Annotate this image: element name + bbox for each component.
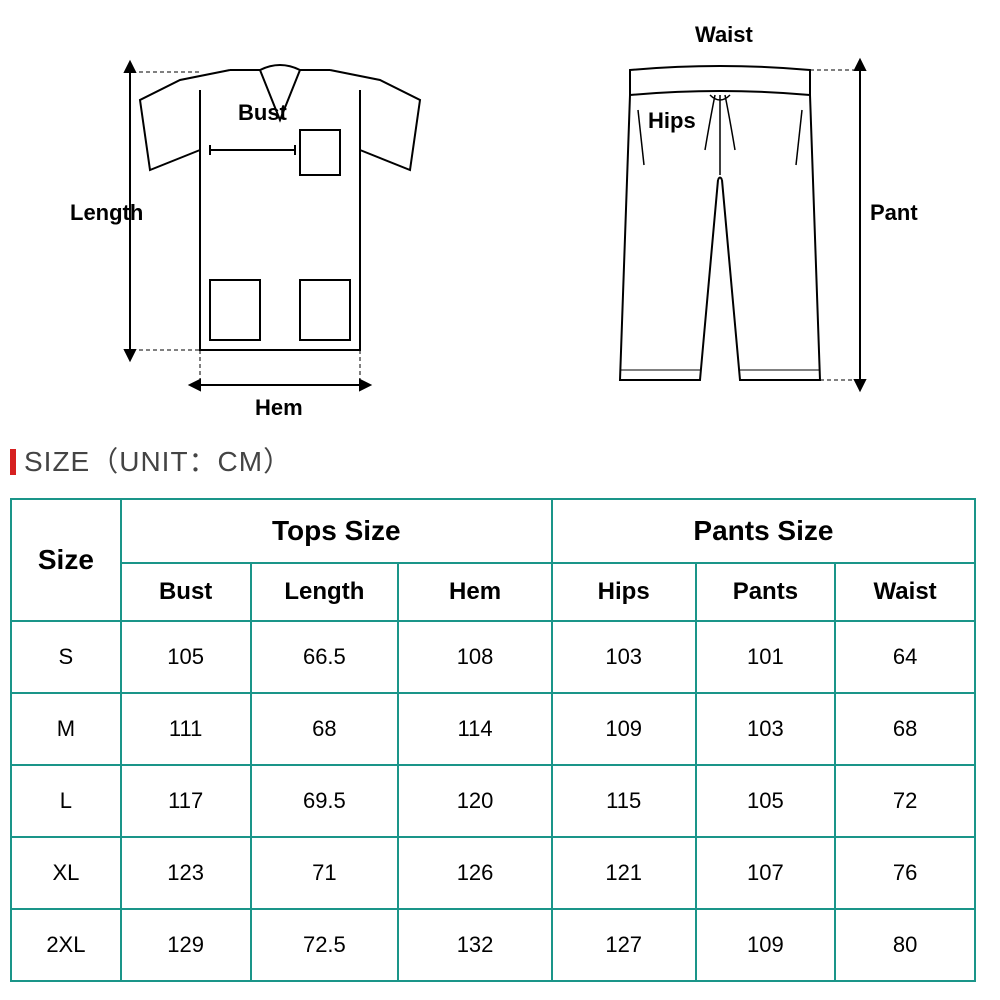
accent-bar-icon xyxy=(10,449,16,475)
cell-size: M xyxy=(11,693,121,765)
section-title: SIZE（UNIT：CM） xyxy=(10,440,292,480)
table-row: M1116811410910368 xyxy=(11,693,975,765)
cell-size: S xyxy=(11,621,121,693)
col-header-bust: Bust xyxy=(121,563,251,621)
cell-pants: 101 xyxy=(696,621,836,693)
cell-pants: 107 xyxy=(696,837,836,909)
cell-pants: 105 xyxy=(696,765,836,837)
col-header-length: Length xyxy=(251,563,399,621)
cell-waist: 72 xyxy=(835,765,975,837)
waist-label: Waist xyxy=(695,22,753,48)
size-chart-table: Size Tops Size Pants Size Bust Length He… xyxy=(10,498,976,982)
hips-label: Hips xyxy=(648,108,696,134)
section-title-text: SIZE（UNIT：CM） xyxy=(24,446,292,477)
bust-label: Bust xyxy=(238,100,287,126)
cell-bust: 105 xyxy=(121,621,251,693)
table-row: 2XL12972.513212710980 xyxy=(11,909,975,981)
cell-bust: 123 xyxy=(121,837,251,909)
cell-length: 71 xyxy=(251,837,399,909)
cell-waist: 64 xyxy=(835,621,975,693)
table-group-header-row: Size Tops Size Pants Size xyxy=(11,499,975,563)
cell-hem: 120 xyxy=(398,765,552,837)
cell-length: 72.5 xyxy=(251,909,399,981)
table-row: S10566.510810310164 xyxy=(11,621,975,693)
pant-label: Pant xyxy=(870,200,918,226)
cell-length: 66.5 xyxy=(251,621,399,693)
table-column-header-row: Bust Length Hem Hips Pants Waist xyxy=(11,563,975,621)
cell-bust: 117 xyxy=(121,765,251,837)
cell-length: 69.5 xyxy=(251,765,399,837)
col-header-waist: Waist xyxy=(835,563,975,621)
cell-length: 68 xyxy=(251,693,399,765)
cell-pants: 103 xyxy=(696,693,836,765)
table-row: XL1237112612110776 xyxy=(11,837,975,909)
measurement-diagram: Bust Length Hem xyxy=(0,0,1000,420)
cell-bust: 129 xyxy=(121,909,251,981)
cell-hips: 109 xyxy=(552,693,696,765)
col-header-size: Size xyxy=(11,499,121,621)
col-header-pants: Pants xyxy=(696,563,836,621)
cell-size: XL xyxy=(11,837,121,909)
cell-hips: 103 xyxy=(552,621,696,693)
table-row: L11769.512011510572 xyxy=(11,765,975,837)
group-header-pants: Pants Size xyxy=(552,499,975,563)
cell-hem: 108 xyxy=(398,621,552,693)
cell-size: L xyxy=(11,765,121,837)
cell-waist: 76 xyxy=(835,837,975,909)
cell-hips: 127 xyxy=(552,909,696,981)
col-header-hem: Hem xyxy=(398,563,552,621)
cell-bust: 111 xyxy=(121,693,251,765)
cell-pants: 109 xyxy=(696,909,836,981)
cell-size: 2XL xyxy=(11,909,121,981)
cell-hips: 115 xyxy=(552,765,696,837)
length-label: Length xyxy=(70,200,143,226)
cell-hem: 132 xyxy=(398,909,552,981)
group-header-tops: Tops Size xyxy=(121,499,552,563)
cell-hips: 121 xyxy=(552,837,696,909)
cell-waist: 80 xyxy=(835,909,975,981)
cell-hem: 114 xyxy=(398,693,552,765)
cell-hem: 126 xyxy=(398,837,552,909)
cell-waist: 68 xyxy=(835,693,975,765)
col-header-hips: Hips xyxy=(552,563,696,621)
hem-label: Hem xyxy=(255,395,303,421)
